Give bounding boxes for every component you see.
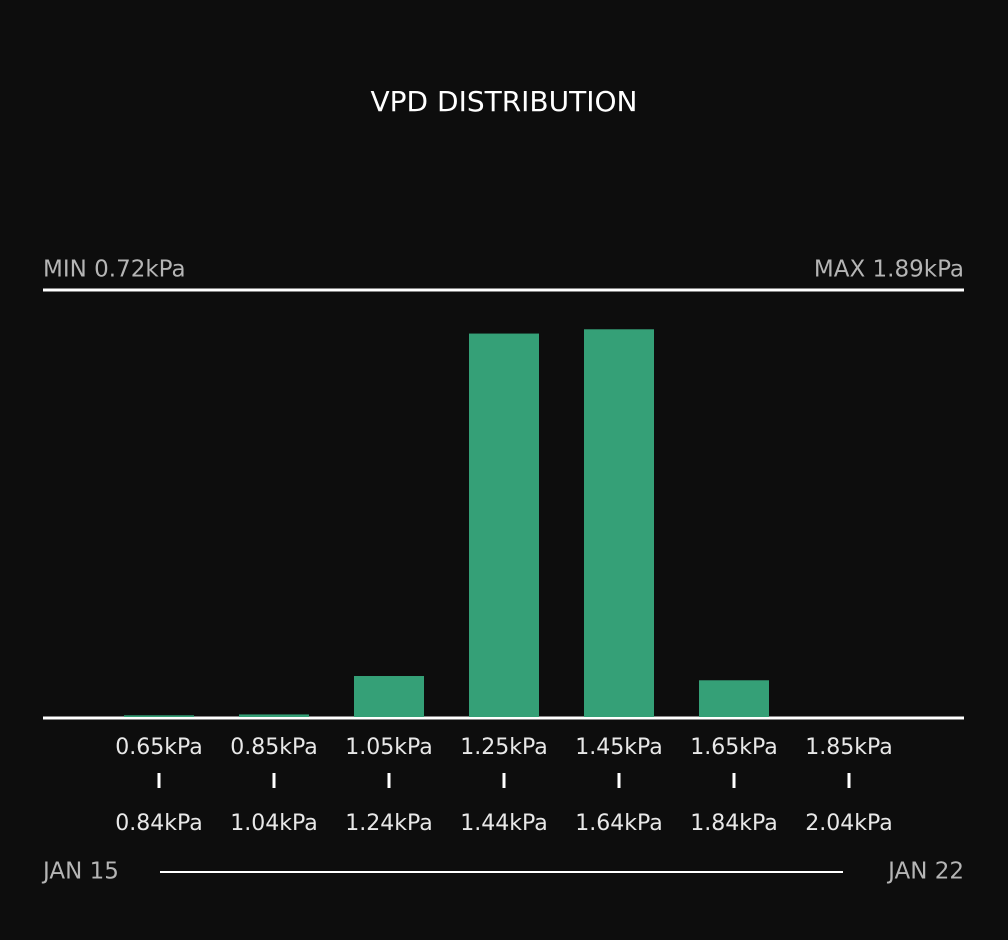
max-label: MAX 1.89kPa (814, 257, 964, 283)
bin-start-label: 1.05kPa (345, 735, 432, 760)
bar (124, 715, 194, 717)
min-label: MIN 0.72kPa (43, 257, 186, 283)
bin-end-label: 1.04kPa (230, 811, 317, 836)
bar (699, 680, 769, 717)
bin-end-label: 2.04kPa (805, 811, 892, 836)
bin-start-label: 1.85kPa (805, 735, 892, 760)
start-date: JAN 15 (41, 859, 119, 885)
chart-title: VPD DISTRIBUTION (371, 85, 638, 118)
bin-start-label: 1.25kPa (460, 735, 547, 760)
bin-end-label: 1.24kPa (345, 811, 432, 836)
end-date: JAN 22 (886, 859, 964, 885)
bin-end-label: 1.44kPa (460, 811, 547, 836)
bar (584, 329, 654, 717)
bar (239, 714, 309, 717)
bar (469, 333, 539, 717)
bin-start-label: 0.65kPa (115, 735, 202, 760)
bar (354, 676, 424, 717)
bin-start-label: 0.85kPa (230, 735, 317, 760)
bin-start-label: 1.45kPa (575, 735, 662, 760)
bin-start-label: 1.65kPa (690, 735, 777, 760)
bin-end-label: 1.64kPa (575, 811, 662, 836)
bin-end-label: 0.84kPa (115, 811, 202, 836)
bin-end-label: 1.84kPa (690, 811, 777, 836)
